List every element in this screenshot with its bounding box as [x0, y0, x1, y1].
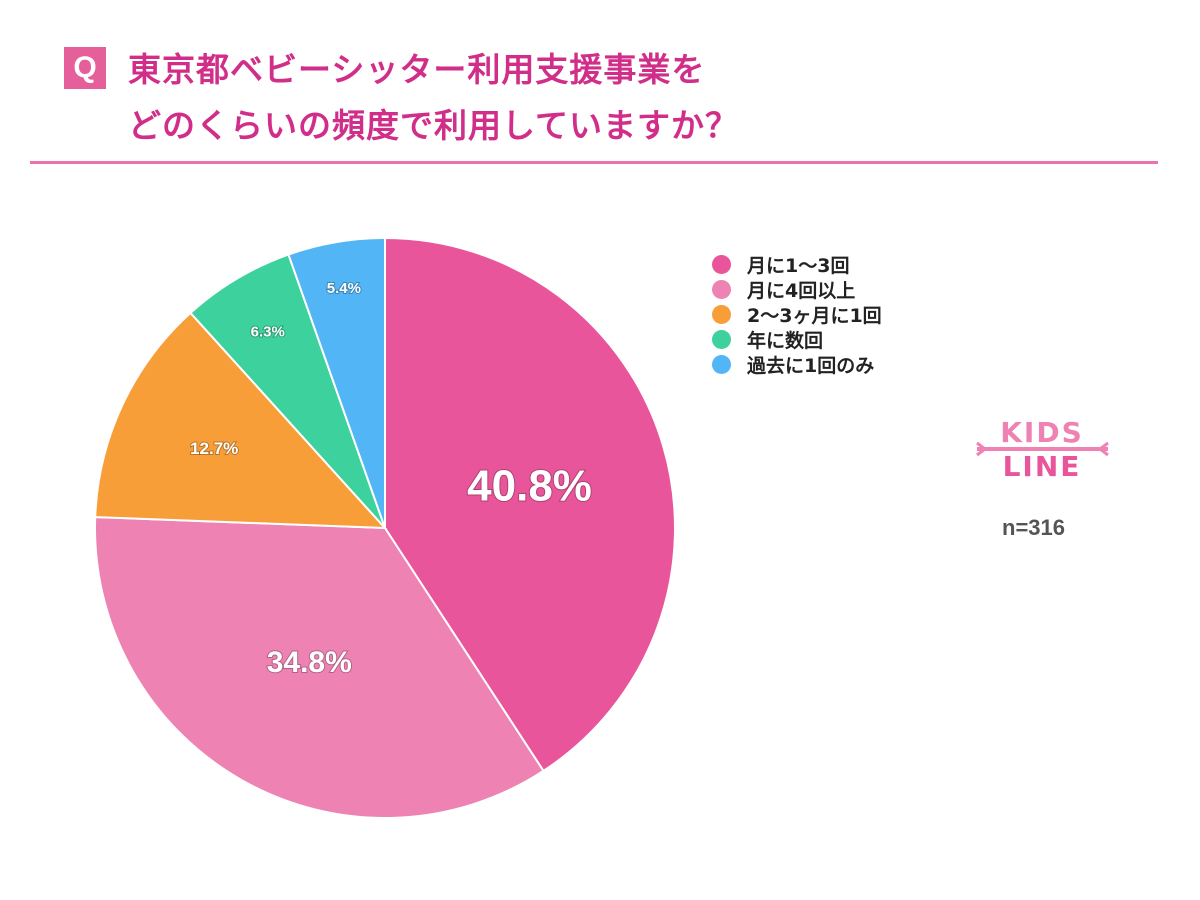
- slice-label-5: 5.4%: [327, 280, 361, 297]
- legend: 月に1〜3回 月に4回以上 2〜3ヶ月に1回 年に数回過去に1回のみ: [712, 252, 882, 377]
- kids-line-logo: KIDS LINE: [976, 416, 1109, 483]
- legend-label: 年に数回: [747, 330, 824, 352]
- title-line-1: 東京都ベビーシッター利用支援事業を: [128, 50, 706, 89]
- legend-item: 月に1〜3回: [712, 252, 882, 277]
- legend-swatch: [712, 255, 731, 274]
- legend-swatch: [712, 330, 731, 349]
- pie-slice-4: [189, 253, 386, 529]
- legend-item: 過去に1回のみ: [712, 352, 882, 377]
- title-line-2: どのくらいの頻度で利用していますか？: [128, 106, 740, 145]
- legend-swatch: [712, 280, 731, 299]
- legend-label: 過去に1回のみ: [747, 355, 875, 377]
- legend-item: 月に4回以上: [712, 277, 882, 302]
- legend-label: 月に1〜3回: [747, 255, 850, 277]
- title-divider: [30, 161, 1158, 164]
- pie-slice-2: [94, 516, 545, 819]
- svg-text:LINE: LINE: [1003, 450, 1082, 483]
- sample-size: n=316: [1002, 515, 1065, 540]
- pie-slice-3: [94, 311, 388, 530]
- legend-item: 2〜3ヶ月に1回: [712, 302, 882, 327]
- slice-label-1: 40.8%: [467, 461, 592, 510]
- slice-label-2: 34.8%: [267, 646, 352, 679]
- slice-label-4: 6.3%: [251, 323, 285, 340]
- legend-label: 2〜3ヶ月に1回: [747, 305, 882, 327]
- question-badge: Q: [64, 47, 106, 89]
- svg-text:KIDS: KIDS: [1000, 416, 1084, 449]
- page-title: 東京都ベビーシッター利用支援事業を どのくらいの頻度で利用していますか？: [128, 42, 739, 154]
- legend-item: 年に数回: [712, 327, 882, 352]
- legend-swatch: [712, 355, 731, 374]
- slice-label-3: 12.7%: [190, 439, 238, 458]
- legend-swatch: [712, 305, 731, 324]
- legend-label: 月に4回以上: [747, 280, 856, 302]
- pie-slice-5: [287, 236, 386, 529]
